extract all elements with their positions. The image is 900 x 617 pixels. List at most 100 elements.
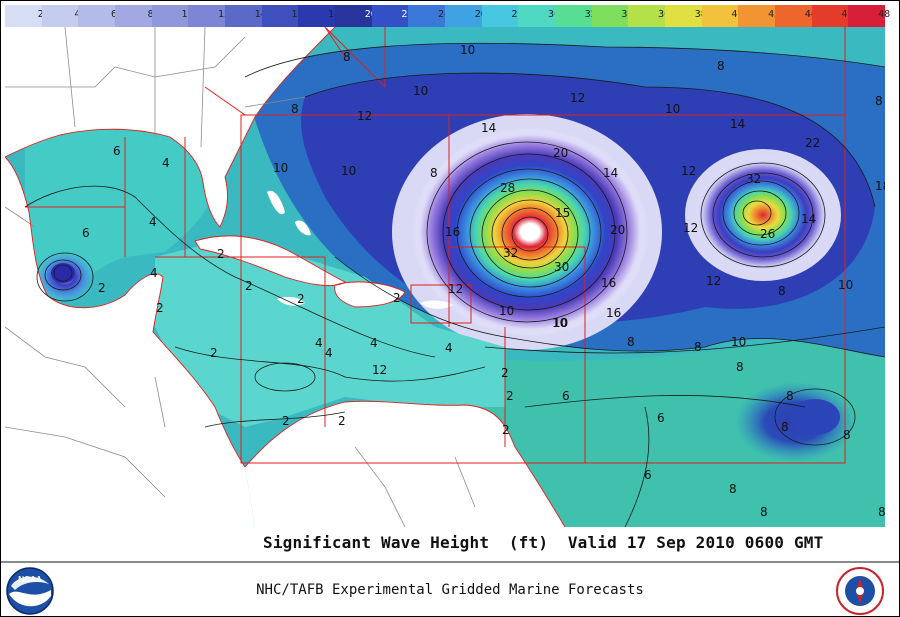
color-scale-cell: 30 [518,5,560,27]
contour-label: 2 [506,389,514,403]
coastlines [5,27,566,527]
contour-label: 4 [162,156,170,170]
color-scale-cell: 12 [188,5,230,27]
footer-title: NHC/TAFB Experimental Gridded Marine For… [256,582,644,598]
color-scale-label: 30 [548,9,561,20]
contour-label: 6 [644,468,652,482]
contour-label: 10 [499,304,514,318]
color-scale-label: 28 [511,9,524,20]
color-scale-label: 20 [364,9,377,20]
land-mexico-central-america [5,157,255,527]
color-scale-label: 22 [401,9,414,20]
land-cuba [195,235,345,286]
contour-label: 16 [606,306,621,320]
color-scale-label: 24 [438,9,451,20]
contour-label: 2 [98,281,106,295]
color-scale-cell: 44 [775,5,817,27]
contour-label: 4 [370,336,378,350]
contour-label: 2 [210,346,218,360]
caribbean-water [155,237,505,427]
noaa-logo-text: NOAA [18,575,42,584]
color-scale-label: 14 [254,9,267,20]
contour-label: 2 [501,366,509,380]
ocean-band-8ft-south-core [790,399,840,435]
contour-label: 32 [746,172,761,186]
ocean-southeast [475,327,885,527]
map-caption: Significant Wave Height (ft) Valid 17 Se… [263,533,824,552]
contour-label: 12 [372,363,387,377]
contour-label: 12 [357,109,372,123]
contour-label: 12 [681,164,696,178]
land-hispaniola [334,281,405,307]
color-scale-cell: 28 [481,5,523,27]
color-scale-cell: 2 [5,5,44,27]
contour-label: 30 [554,260,569,274]
color-scale-label: 10 [181,9,194,20]
contour-label: 4 [445,341,453,355]
contour-label: 10 [838,278,853,292]
hurricane-karl-core [51,263,75,283]
hurricane-julia [695,157,831,273]
color-scale-cell: 40 [701,5,743,27]
color-scale-cell: 20 [335,5,377,27]
contour-label: 8 [760,505,768,519]
noaa-logo: NOAA [6,567,54,615]
contour-labels: 8108101210881214142220148106410123214181… [82,43,885,519]
color-scale-label: 16 [291,9,304,20]
color-scale-label: 4 [74,9,81,20]
contour-label: 10 [731,335,746,349]
contour-label: 8 [778,284,786,298]
color-scale-label: 2 [37,9,44,20]
color-scale-label: 34 [621,9,634,20]
color-scale-cell: 34 [591,5,633,27]
color-scale-cell: 48 [848,5,890,27]
contour-label: 14 [603,166,618,180]
contour-label: 2 [245,279,253,293]
color-scale-cell: 6 [78,5,117,27]
color-scale-label: 8 [147,9,154,20]
contour-label: 6 [113,144,121,158]
color-scale-label: 46 [841,9,854,20]
color-scale-label: 48 [878,9,891,20]
color-scale-cell: 10 [151,5,193,27]
contour-label: 20 [610,223,625,237]
wave-height-map: 8108101210881214142220148106410123214181… [5,27,885,527]
contour-label: 6 [82,226,90,240]
contour-label: 8 [343,50,351,64]
color-scale-label: 36 [658,9,671,20]
contour-label: 6 [657,411,665,425]
contour-label: 12 [706,274,721,288]
color-scale-cell: 18 [298,5,340,27]
color-scale-label: 32 [584,9,597,20]
contour-label: 8 [291,102,299,116]
contour-label: 10 [341,164,356,178]
contour-label: 22 [805,136,820,150]
contour-label: 10 [553,316,568,330]
color-scale-label: 38 [694,9,707,20]
wave-height-contours [24,42,885,527]
land-south-america [245,401,565,527]
color-scale-label: 40 [731,9,744,20]
color-scale-bar: 2 4 6 8 10 12 14 16 18 20 22 24 26 28 30 32 34 36 38 40 42 44… [5,5,890,28]
contour-label: 6 [562,389,570,403]
contour-label: 8 [875,94,883,108]
contour-label: 32 [503,246,518,260]
contour-label: 2 [217,247,225,261]
contour-label: 14 [801,212,816,226]
contour-label: 2 [156,301,164,315]
contour-label: 26 [760,227,775,241]
hurricane-igor [412,128,648,336]
contour-label: 14 [730,117,745,131]
contour-label: 2 [338,414,346,428]
color-scale-label: 42 [768,9,781,20]
land-bahamas [267,190,311,236]
color-scale-label: 26 [474,9,487,20]
contour-label: 2 [393,291,401,305]
contour-label: 2 [282,414,290,428]
contour-label: 4 [325,346,333,360]
contour-label: 12 [683,221,698,235]
contour-label: 8 [878,505,885,519]
contour-label: 12 [448,282,463,296]
color-scale-label: 18 [328,9,341,20]
color-scale-cell: 4 [41,5,80,27]
